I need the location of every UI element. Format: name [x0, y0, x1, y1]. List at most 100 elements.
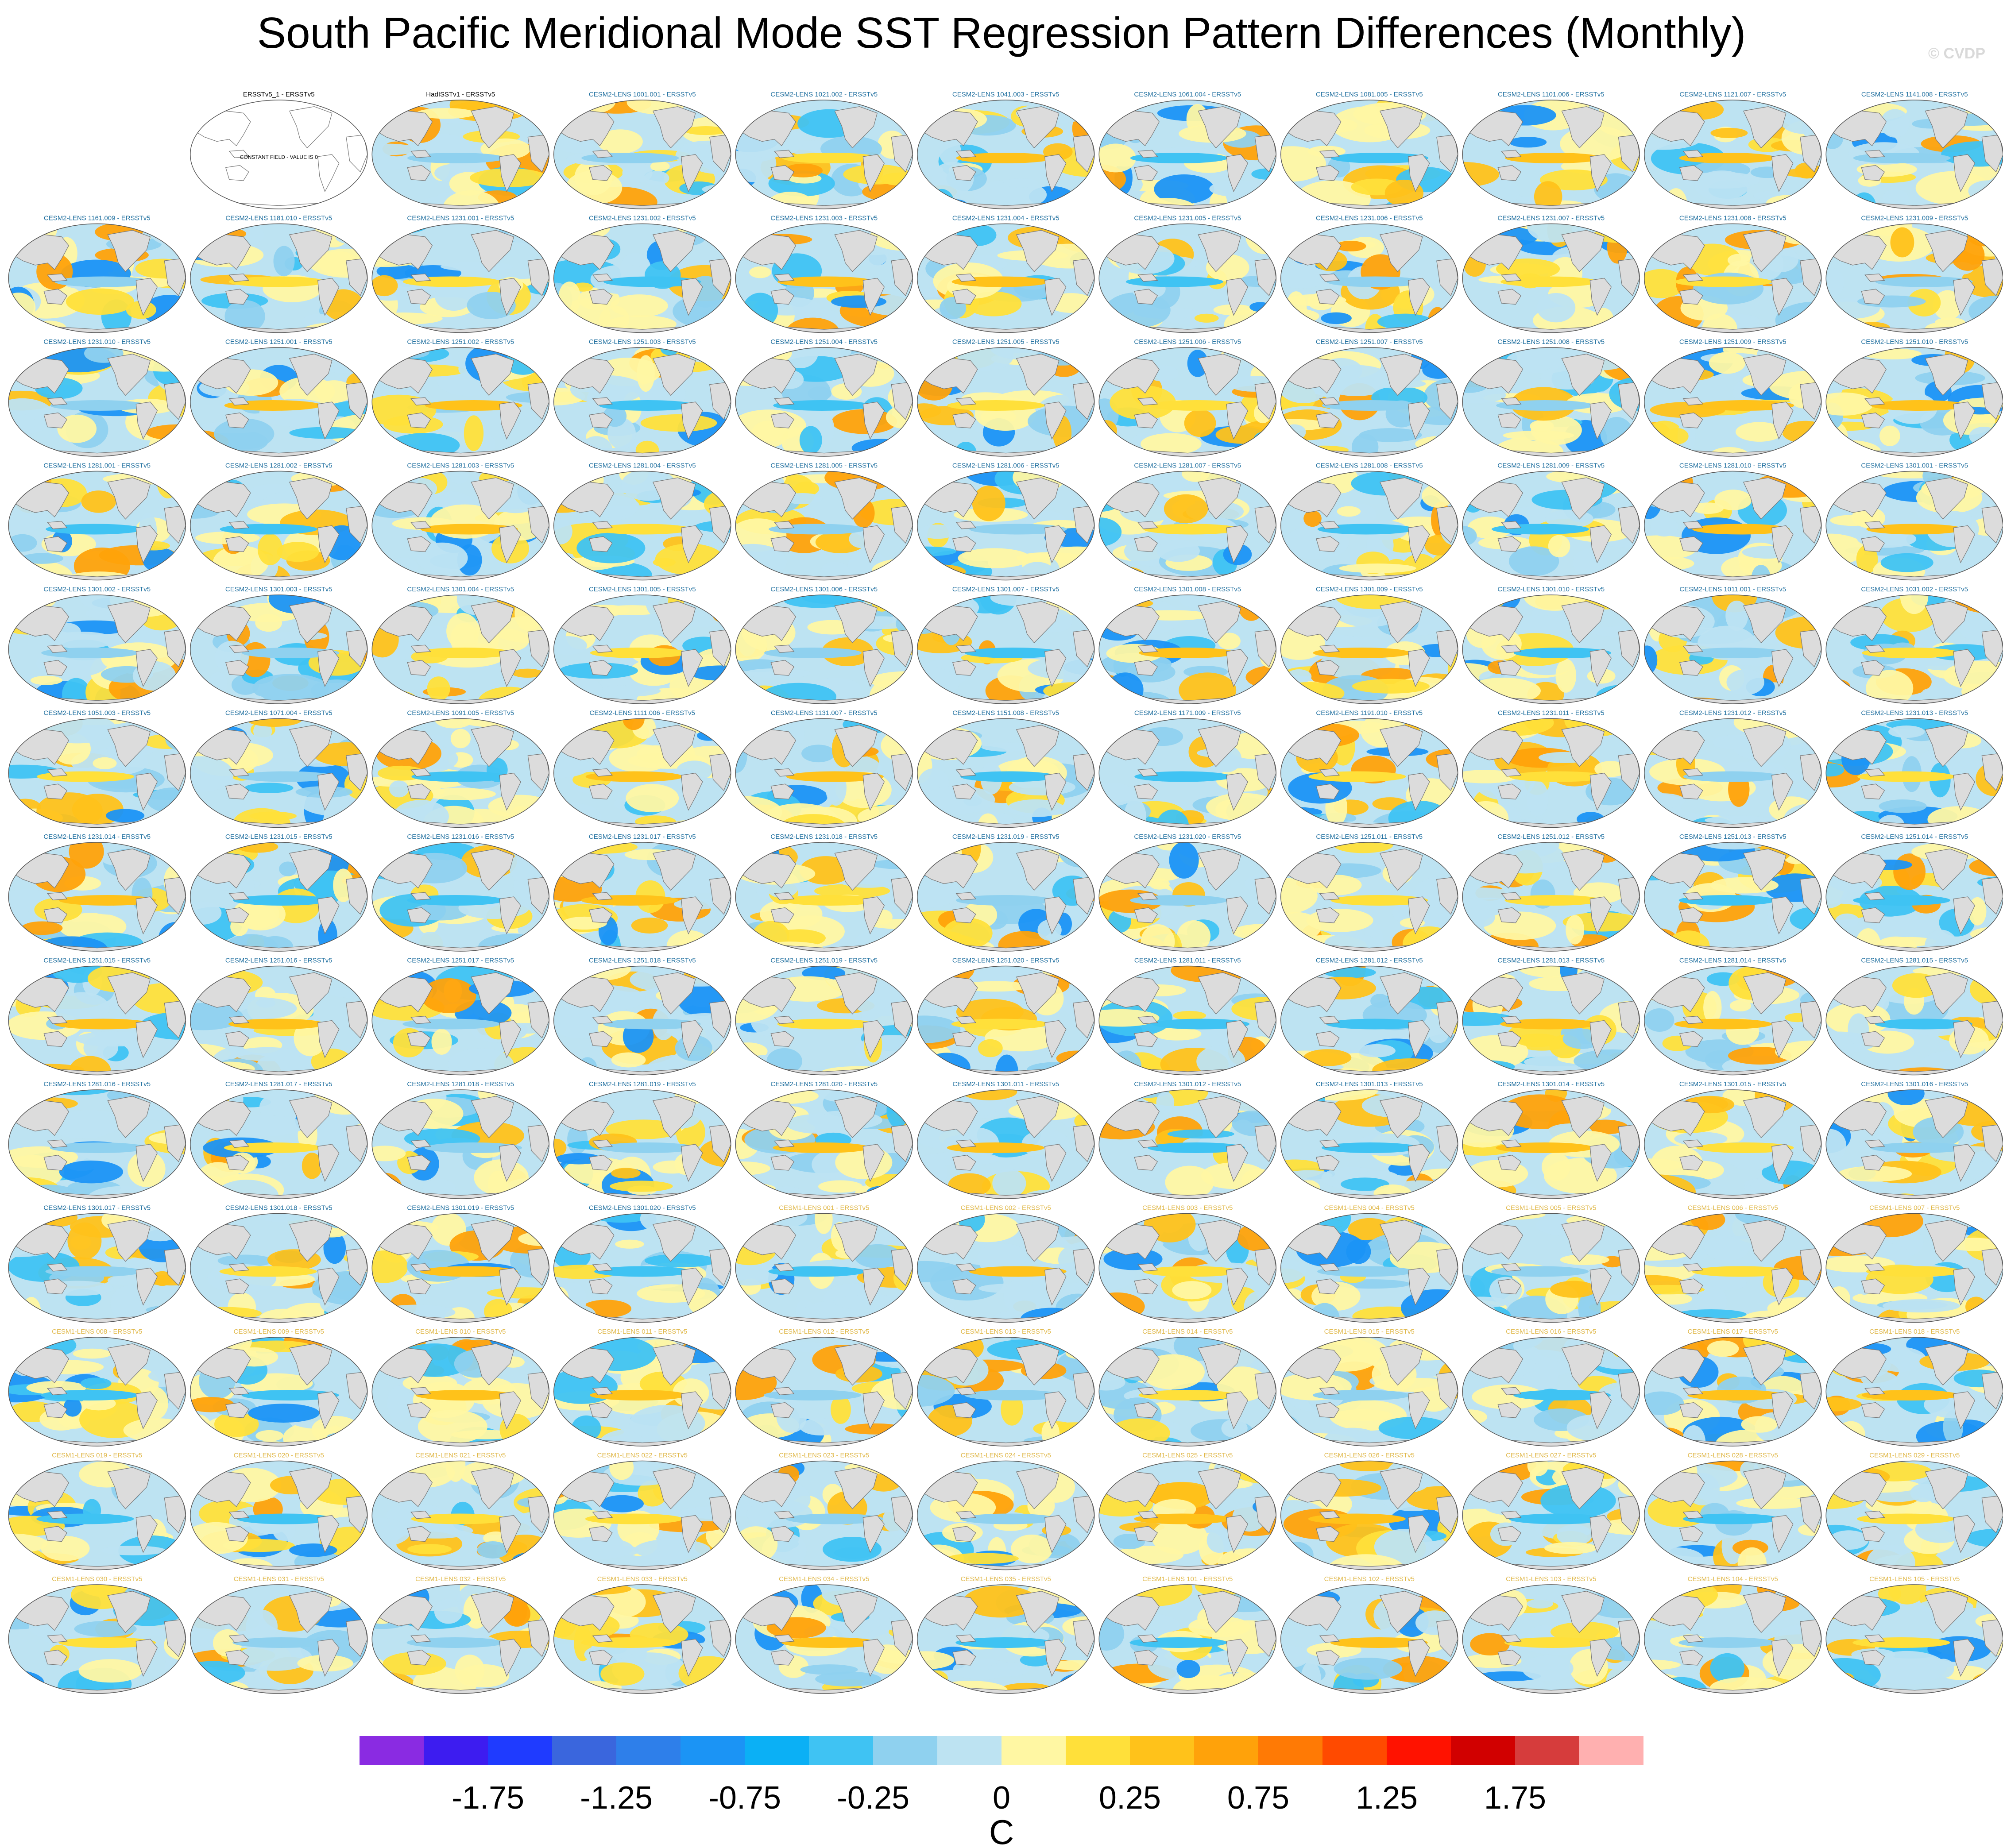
landmass — [1561, 725, 1605, 767]
map-panel: CESM2-LENS 1231.003 - ERSSTv5 — [735, 215, 913, 333]
landmass — [891, 135, 913, 173]
landmass — [346, 629, 367, 667]
landmass — [891, 629, 913, 667]
landmass — [407, 1526, 431, 1542]
landmass — [1016, 354, 1060, 396]
landmass — [346, 753, 367, 791]
landmass — [1316, 1154, 1340, 1171]
panel-label: CESM2-LENS 1251.017 - ERSSTv5 — [407, 957, 514, 965]
landmass — [1226, 154, 1249, 193]
landmass — [1137, 768, 1158, 777]
map-field — [190, 718, 367, 828]
landmass — [1137, 644, 1158, 653]
landmass — [135, 1391, 158, 1430]
map-field — [735, 595, 913, 704]
landmass — [1679, 1402, 1703, 1418]
colorbar-tick-label: -1.25 — [580, 1780, 653, 1816]
colorbar-tick-label: 0 — [993, 1780, 1010, 1816]
panel-label: CESM2-LENS 1281.007 - ERSSTv5 — [1134, 462, 1241, 470]
landmass — [47, 768, 68, 777]
landmass — [1589, 896, 1612, 935]
landmass — [1408, 525, 1430, 563]
landmass — [1436, 1000, 1458, 1038]
map-panel: CESM1-LENS 021 - ERSSTv5 — [371, 1452, 549, 1570]
landmass — [410, 1016, 431, 1024]
landmass — [1743, 849, 1786, 891]
landmass — [225, 412, 249, 428]
landmass — [709, 877, 731, 915]
map-panel: CESM2-LENS 1301.010 - ERSSTv5 — [1462, 586, 1640, 704]
landmass — [43, 783, 68, 800]
landmass — [891, 258, 913, 296]
panel-label: CESM2-LENS 1301.006 - ERSSTv5 — [770, 586, 878, 593]
landmass — [1016, 106, 1060, 149]
landmass — [1379, 725, 1423, 767]
map-field — [553, 1090, 731, 1199]
panel-label: CESM2-LENS 1281.009 - ERSSTv5 — [1497, 462, 1605, 470]
map-field — [1462, 1585, 1640, 1694]
landmass — [1436, 629, 1458, 667]
panel-label: CESM2-LENS 1051.003 - ERSSTv5 — [43, 710, 151, 717]
map-panel: CESM1-LENS 014 - ERSSTv5 — [1098, 1328, 1276, 1447]
landmass — [709, 505, 731, 544]
map-panel: CESM1-LENS 026 - ERSSTv5 — [1280, 1452, 1458, 1570]
panel-label: CESM1-LENS 028 - ERSSTv5 — [1688, 1452, 1778, 1459]
panel-label: CESM1-LENS 015 - ERSSTv5 — [1324, 1328, 1415, 1335]
map-field — [1826, 471, 2003, 580]
landmass — [1679, 783, 1703, 800]
landmass — [471, 725, 514, 767]
panel-label: CESM1-LENS 022 - ERSSTv5 — [597, 1452, 688, 1459]
landmass — [471, 601, 514, 644]
panel-label: CESM1-LENS 027 - ERSSTv5 — [1506, 1452, 1596, 1459]
landmass — [955, 1387, 976, 1396]
landmass — [770, 907, 795, 923]
map-panel: CESM2-LENS 1301.019 - ERSSTv5 — [371, 1204, 549, 1323]
landmass — [1408, 896, 1430, 935]
map-field — [1462, 718, 1640, 828]
landmass — [952, 1278, 976, 1295]
landmass — [499, 649, 522, 687]
landmass — [225, 1031, 249, 1047]
landmass — [1800, 1372, 1821, 1410]
landmass — [1497, 660, 1522, 676]
landmass — [1589, 154, 1612, 193]
landmass — [1016, 601, 1060, 644]
map-field — [553, 100, 731, 209]
map-panel: CESM1-LENS 031 - ERSSTv5 — [190, 1575, 368, 1694]
landmass — [1198, 1467, 1241, 1509]
map-panel: CESM1-LENS 022 - ERSSTv5 — [553, 1452, 731, 1570]
landmass — [1198, 354, 1241, 396]
panel-label: CESM2-LENS 1231.017 - ERSSTv5 — [589, 833, 696, 841]
landmass — [1771, 896, 1794, 935]
landmass — [1016, 725, 1060, 767]
map-field — [735, 1585, 913, 1694]
map-field — [1644, 595, 1821, 704]
map-panel: CESM2-LENS 1231.014 - ERSSTv5 — [8, 833, 186, 952]
landmass — [317, 649, 340, 687]
landmass — [289, 354, 333, 396]
map-field — [735, 100, 913, 209]
landmass — [1561, 354, 1605, 396]
panel-label: CESM2-LENS 1101.006 - ERSSTv5 — [1498, 91, 1605, 98]
landmass — [709, 1248, 731, 1286]
landmass — [592, 1016, 613, 1024]
map-panel: CESM2-LENS 1281.019 - ERSSTv5 — [553, 1080, 731, 1199]
map-field — [1644, 1213, 1821, 1323]
landmass — [1589, 525, 1612, 563]
panel-label: CESM2-LENS 1231.007 - ERSSTv5 — [1497, 215, 1605, 222]
panel-label: CESM2-LENS 1231.010 - ERSSTv5 — [43, 338, 151, 346]
panel-label: CESM1-LENS 010 - ERSSTv5 — [415, 1328, 506, 1335]
colorbar-segment — [616, 1736, 681, 1765]
map-panel: CESM2-LENS 1011.001 - ERSSTv5 — [1644, 586, 1822, 704]
landmass — [1316, 907, 1340, 923]
landmass — [407, 1154, 431, 1171]
panel-label: CESM2-LENS 1251.005 - ERSSTv5 — [952, 338, 1060, 346]
landmass — [589, 1526, 613, 1542]
landmass — [346, 1372, 367, 1410]
map-panel: CESM1-LENS 017 - ERSSTv5 — [1644, 1328, 1822, 1447]
landmass — [1134, 412, 1158, 428]
panel-label: CESM2-LENS 1301.018 - ERSSTv5 — [225, 1204, 333, 1212]
map-panel: CESM1-LENS 103 - ERSSTv5 — [1462, 1575, 1640, 1694]
landmass — [135, 649, 158, 687]
map-panel: CESM2-LENS 1231.004 - ERSSTv5 — [917, 215, 1095, 333]
